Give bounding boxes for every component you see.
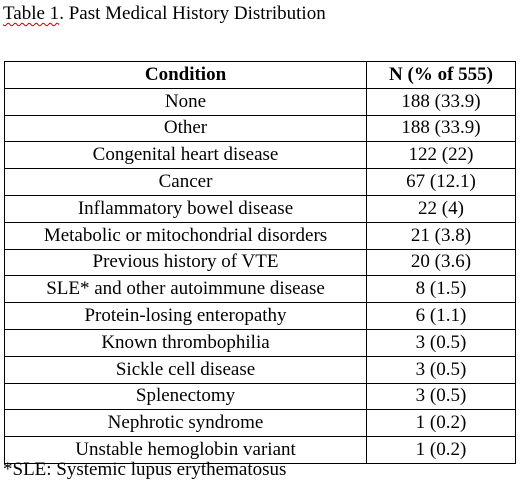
condition-cell: Nephrotic syndrome xyxy=(4,409,367,438)
table-caption: Table 1. Past Medical History Distributi… xyxy=(3,3,326,25)
count-cell: 6 (1.1) xyxy=(366,302,516,330)
table-row: Known thrombophilia 3 (0.5) xyxy=(4,328,516,357)
condition-cell: Congenital heart disease xyxy=(4,141,367,170)
table-row: Cancer 67 (12.1) xyxy=(4,168,516,196)
count-cell: 122 (22) xyxy=(366,141,516,170)
table-row: SLE* and other autoimmune disease 8 (1.5… xyxy=(4,275,516,304)
table-row: Sickle cell disease 3 (0.5) xyxy=(4,355,516,384)
table-row: Other 188 (33.9) xyxy=(4,114,516,143)
condition-cell: None xyxy=(4,87,367,116)
count-cell: 67 (12.1) xyxy=(366,168,516,196)
table-row: None 188 (33.9) xyxy=(4,87,516,116)
table-row: Metabolic or mitochondrial disorders 21 … xyxy=(4,221,516,250)
past-medical-history-table: Condition N (% of 555) None 188 (33.9) O… xyxy=(4,61,516,464)
count-cell: 3 (0.5) xyxy=(366,382,516,411)
count-cell: 20 (3.6) xyxy=(366,248,516,277)
condition-cell: SLE* and other autoimmune disease xyxy=(4,275,367,304)
condition-cell: Metabolic or mitochondrial disorders xyxy=(4,221,367,250)
count-cell: 1 (0.2) xyxy=(366,436,516,464)
count-cell: 188 (33.9) xyxy=(366,87,516,116)
table-row: Unstable hemoglobin variant 1 (0.2) xyxy=(4,436,516,464)
table-row: Congenital heart disease 122 (22) xyxy=(4,141,516,170)
count-cell: 8 (1.5) xyxy=(366,275,516,304)
table-row: Previous history of VTE 20 (3.6) xyxy=(4,248,516,277)
caption-title: . Past Medical History Distribution xyxy=(59,3,326,24)
table-header-row: Condition N (% of 555) xyxy=(4,61,516,89)
condition-cell: Inflammatory bowel disease xyxy=(4,194,367,223)
header-condition: Condition xyxy=(4,61,367,89)
count-cell: 3 (0.5) xyxy=(366,355,516,384)
condition-cell: Unstable hemoglobin variant xyxy=(4,436,367,464)
count-cell: 21 (3.8) xyxy=(366,221,516,250)
condition-cell: Protein-losing enteropathy xyxy=(4,302,367,330)
table-row: Inflammatory bowel disease 22 (4) xyxy=(4,194,516,223)
count-cell: 22 (4) xyxy=(366,194,516,223)
table-row: Splenectomy 3 (0.5) xyxy=(4,382,516,411)
condition-cell: Cancer xyxy=(4,168,367,196)
condition-cell: Splenectomy xyxy=(4,382,367,411)
condition-cell: Previous history of VTE xyxy=(4,248,367,277)
condition-cell: Sickle cell disease xyxy=(4,355,367,384)
condition-cell: Other xyxy=(4,114,367,143)
count-cell: 188 (33.9) xyxy=(366,114,516,143)
table-row: Nephrotic syndrome 1 (0.2) xyxy=(4,409,516,438)
table-row: Protein-losing enteropathy 6 (1.1) xyxy=(4,302,516,330)
caption-label: Table 1 xyxy=(3,3,60,24)
table-footnote: *SLE: Systemic lupus erythematosus xyxy=(3,459,287,480)
count-cell: 3 (0.5) xyxy=(366,328,516,357)
condition-cell: Known thrombophilia xyxy=(4,328,367,357)
header-count: N (% of 555) xyxy=(366,61,516,89)
count-cell: 1 (0.2) xyxy=(366,409,516,438)
